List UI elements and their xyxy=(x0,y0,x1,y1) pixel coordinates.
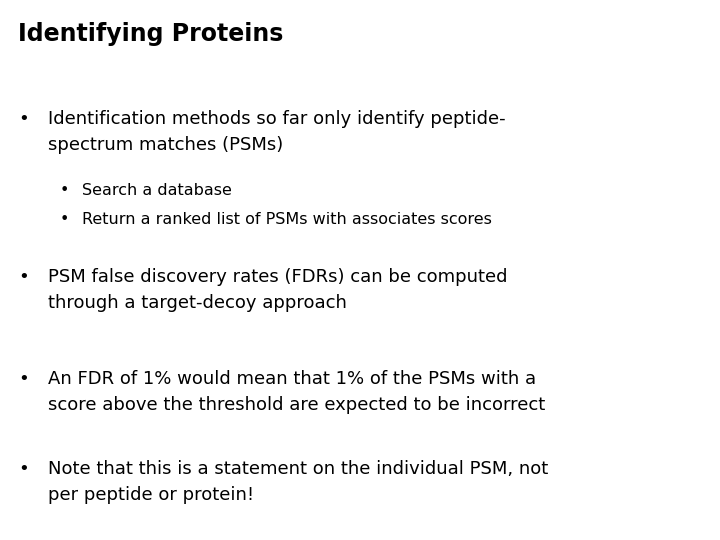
Text: Note that this is a statement on the individual PSM, not
per peptide or protein!: Note that this is a statement on the ind… xyxy=(48,460,548,504)
Text: •: • xyxy=(18,460,29,478)
Text: •: • xyxy=(60,183,69,198)
Text: •: • xyxy=(60,212,69,227)
Text: •: • xyxy=(18,110,29,128)
Text: An FDR of 1% would mean that 1% of the PSMs with a
score above the threshold are: An FDR of 1% would mean that 1% of the P… xyxy=(48,370,545,414)
Text: Identification methods so far only identify peptide-
spectrum matches (PSMs): Identification methods so far only ident… xyxy=(48,110,505,154)
Text: Return a ranked list of PSMs with associates scores: Return a ranked list of PSMs with associ… xyxy=(82,212,492,227)
Text: Identifying Proteins: Identifying Proteins xyxy=(18,22,284,46)
Text: •: • xyxy=(18,370,29,388)
Text: •: • xyxy=(18,268,29,286)
Text: PSM false discovery rates (FDRs) can be computed
through a target-decoy approach: PSM false discovery rates (FDRs) can be … xyxy=(48,268,508,312)
Text: Search a database: Search a database xyxy=(82,183,232,198)
